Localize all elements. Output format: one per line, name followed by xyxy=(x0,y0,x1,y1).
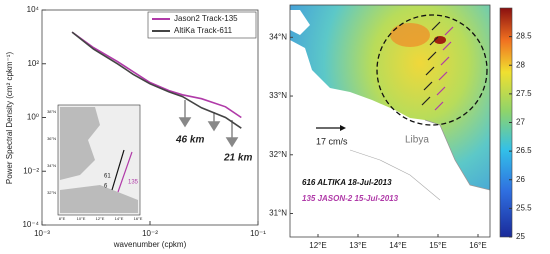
legend-label: Jason2 Track-135 xyxy=(174,14,238,23)
inset-tick-label: 12°E xyxy=(96,216,105,221)
y-tick-label: 10⁰ xyxy=(27,113,39,122)
x-tick-label: 14°E xyxy=(389,241,406,250)
x-tick-label: 10⁻³ xyxy=(34,229,50,238)
x-tick-label: 15°E xyxy=(429,241,446,250)
colorbar-tick-label: 28 xyxy=(516,60,525,69)
inset-tick-label: 8°E xyxy=(59,216,66,221)
colorbar-tick-label: 27.5 xyxy=(516,89,532,98)
country-label: Libya xyxy=(405,135,429,146)
x-tick-label: 10⁻² xyxy=(142,229,158,238)
y-tick-label: 32°N xyxy=(269,150,287,159)
scale-arrowhead xyxy=(340,125,346,131)
x-tick-label: 16°E xyxy=(469,241,486,250)
inset-tick-label: 36°N xyxy=(47,136,56,141)
inset-label: 135 xyxy=(128,180,139,186)
annotation: 21 km xyxy=(223,153,252,164)
annotation-arrows xyxy=(178,100,239,148)
series-line xyxy=(71,31,242,129)
colorbar-tick-label: 26 xyxy=(516,175,525,184)
inset-tick-label: 16°E xyxy=(134,216,143,221)
inset-tick-label: 34°N xyxy=(47,163,56,168)
colorbar-tick-label: 25.5 xyxy=(516,203,532,212)
series-line xyxy=(71,31,242,119)
x-tick-label: 10⁻¹ xyxy=(250,229,266,238)
track-note: 616 ALTIKA 18-Jul-2013 xyxy=(302,178,392,187)
x-axis-label: wavenumber (cpkm) xyxy=(113,240,187,249)
colorbar-tick-label: 28.5 xyxy=(516,32,532,41)
inset-tick-label: 32°N xyxy=(47,190,56,195)
inset-map xyxy=(57,104,141,216)
y-tick-label: 31°N xyxy=(269,209,287,218)
inset-label: 61 xyxy=(104,174,111,180)
y-tick-label: 34°N xyxy=(269,32,287,41)
inset-tick-label: 38°N xyxy=(47,109,56,114)
x-tick-label: 13°E xyxy=(349,241,366,250)
colorbar-tick-label: 26.5 xyxy=(516,146,532,155)
y-tick-label: 10⁴ xyxy=(27,5,40,14)
annotation: 46 km xyxy=(175,135,204,146)
map-frame xyxy=(289,4,491,238)
map-field xyxy=(290,5,490,237)
track-note: 135 JASON-2 15-Jul-2013 xyxy=(302,194,399,203)
y-tick-label: 33°N xyxy=(269,91,287,100)
colorbar-tick-label: 25 xyxy=(516,232,525,241)
y-axis-label: Power Spectral Density (cm² cpkm⁻¹) xyxy=(5,52,14,185)
colorbar-tick-label: 27 xyxy=(516,118,525,127)
scale-label: 17 cm/s xyxy=(316,136,348,146)
inset-tick-label: 14°E xyxy=(115,216,124,221)
inset-label: 6 xyxy=(104,184,108,190)
x-tick-label: 12°E xyxy=(309,241,326,250)
legend xyxy=(147,11,257,39)
inset-tick-label: 10°E xyxy=(77,216,86,221)
y-tick-label: 10⁻² xyxy=(23,166,39,175)
y-tick-label: 10⁻⁴ xyxy=(22,220,39,229)
legend-label: AltiKa Track-611 xyxy=(174,26,233,35)
y-tick-label: 10² xyxy=(27,59,39,68)
